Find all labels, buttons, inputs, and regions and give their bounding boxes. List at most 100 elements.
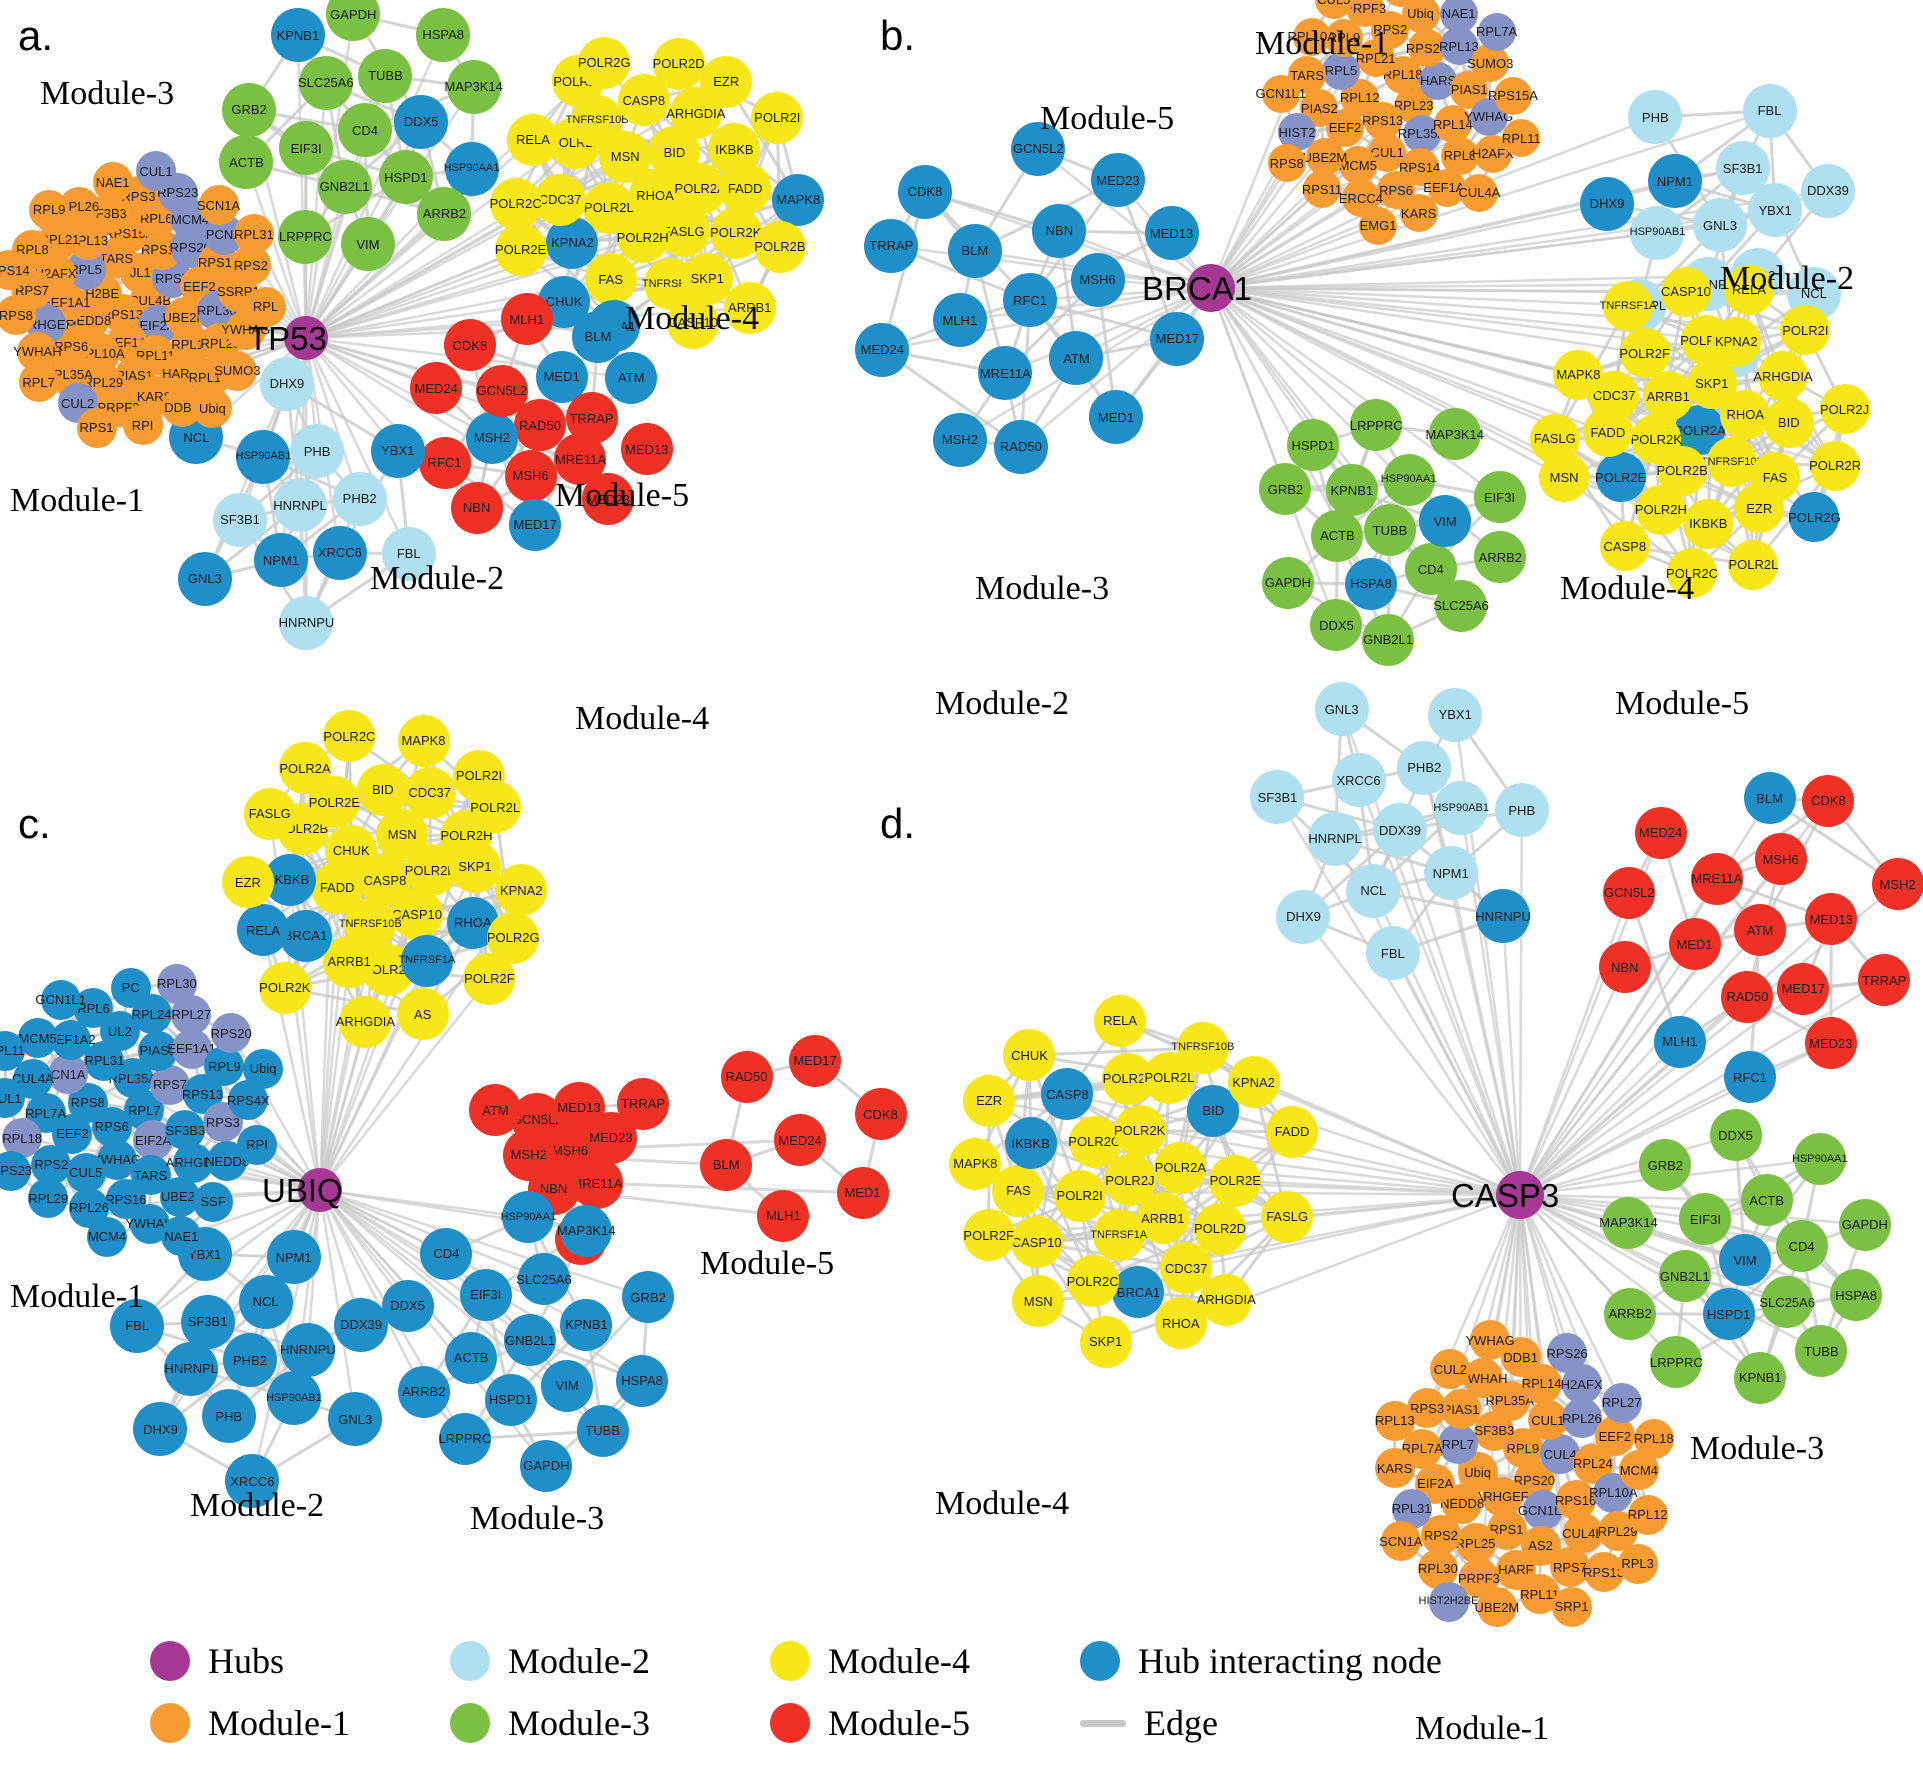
network-node[interactable]: SKP1 <box>1079 1315 1132 1368</box>
network-node[interactable]: PHB <box>201 1389 256 1444</box>
network-node[interactable]: LRPPRC <box>278 209 333 264</box>
network-node[interactable]: MLH1 <box>1653 1015 1706 1068</box>
network-node[interactable]: RAD50 <box>720 1050 773 1103</box>
network-node[interactable]: BID <box>1763 397 1814 448</box>
network-node[interactable]: SUMO3 <box>1467 44 1513 83</box>
network-node[interactable]: PHB2 <box>332 471 387 526</box>
network-node[interactable]: GNB2L1 <box>504 1314 556 1366</box>
network-node[interactable]: ARHGDIA <box>336 995 395 1048</box>
network-node[interactable]: RELA <box>1723 264 1774 315</box>
network-node[interactable]: HSP90AA1 <box>1381 453 1436 506</box>
network-node[interactable]: MCM5 <box>1339 146 1377 185</box>
network-node[interactable]: RPL7 <box>1437 1424 1478 1464</box>
network-node[interactable]: DDX5 <box>394 94 449 149</box>
network-node[interactable]: DHX9 <box>259 356 314 411</box>
network-node[interactable]: RHOA <box>1720 389 1771 440</box>
network-node[interactable]: UBE2M <box>1302 138 1347 177</box>
network-node[interactable]: MSN <box>1012 1275 1065 1328</box>
network-node[interactable]: POLR2D <box>653 37 705 90</box>
network-node[interactable]: FASLG <box>243 787 296 840</box>
network-node[interactable]: RPL13 <box>1439 27 1479 66</box>
network-node[interactable]: PHB2 <box>223 1333 277 1387</box>
network-node[interactable]: RPL9 <box>204 1046 245 1087</box>
network-node[interactable]: HSP90AA1 <box>501 1191 556 1244</box>
network-node[interactable]: GRB2 <box>622 1271 675 1324</box>
network-node[interactable]: POLR2K <box>1631 414 1682 465</box>
network-node[interactable]: POLR2L <box>582 181 635 234</box>
network-node[interactable]: SLC25A6 <box>298 55 354 110</box>
network-node[interactable]: GNL3 <box>1693 198 1747 252</box>
network-node[interactable]: HNRNPL <box>1308 811 1363 866</box>
network-node[interactable]: KPNA2 <box>495 864 548 917</box>
network-node[interactable]: NPM1 <box>253 533 308 588</box>
network-node[interactable]: TUBB <box>1795 1325 1848 1378</box>
network-node[interactable]: HNRNPU <box>280 1322 336 1377</box>
network-node[interactable]: ARRB2 <box>397 1365 450 1418</box>
network-node[interactable]: AS <box>396 988 449 1041</box>
network-node[interactable]: POLR2C <box>323 710 375 763</box>
network-node[interactable]: GAPDH <box>1838 1198 1891 1251</box>
network-node[interactable]: POLR2G <box>1068 1115 1121 1168</box>
network-node[interactable]: DHX9 <box>1580 176 1635 231</box>
network-node[interactable]: CHUK <box>1003 1029 1056 1082</box>
network-node[interactable]: SF3B1 <box>1715 141 1770 196</box>
network-node[interactable]: ARHGEF <box>166 1142 220 1183</box>
network-node[interactable]: VIM <box>1719 1234 1771 1286</box>
network-node[interactable]: ATM <box>1734 904 1786 956</box>
network-node[interactable]: MED1 <box>1088 390 1143 445</box>
network-node[interactable]: EIF3I <box>1679 1193 1732 1246</box>
network-node[interactable]: RELA <box>236 904 289 957</box>
network-node[interactable]: RPI <box>122 405 163 446</box>
network-node[interactable]: DDX39 <box>1373 803 1427 857</box>
network-node[interactable]: LRPPRC <box>439 1412 491 1465</box>
network-node[interactable]: TNFRSF1A <box>1090 1209 1147 1262</box>
network-node[interactable]: MAP3K14 <box>1425 408 1484 461</box>
network-node[interactable]: KPNB1 <box>1325 464 1378 517</box>
network-node[interactable]: GNL3 <box>177 551 232 606</box>
network-node[interactable]: EZR <box>1734 483 1785 534</box>
network-node[interactable]: HNRNPL <box>273 478 327 532</box>
network-node[interactable]: CDK8 <box>897 164 952 219</box>
network-node[interactable]: SF3B1 <box>1250 770 1305 825</box>
network-node[interactable]: GCN5L2 <box>1603 866 1656 919</box>
network-node[interactable]: EZR <box>700 55 753 108</box>
network-node[interactable]: NPM1 <box>266 1230 321 1285</box>
network-node[interactable]: POLR2C <box>490 177 542 230</box>
network-node[interactable]: MSH2 <box>932 412 987 467</box>
network-node[interactable]: MLH1 <box>932 293 987 348</box>
network-node[interactable]: HSP90AA1 <box>444 141 499 196</box>
network-node[interactable]: SCN1A <box>197 185 240 226</box>
network-node[interactable]: MAPK8 <box>397 714 450 767</box>
network-node[interactable]: EIF3I <box>279 121 334 176</box>
network-node[interactable]: TNFRSF10B <box>1171 1021 1234 1074</box>
network-node[interactable]: GCN1L1 <box>35 979 86 1020</box>
hub-brca1[interactable] <box>1187 264 1235 312</box>
network-node[interactable]: UBE2I <box>159 1176 200 1217</box>
network-node[interactable]: CUL1 <box>135 151 176 192</box>
network-node[interactable]: MED24 <box>410 362 463 415</box>
network-node[interactable]: ACTB <box>445 1331 498 1384</box>
network-node[interactable]: NAE1 <box>1439 0 1478 33</box>
network-node[interactable]: CDK8 <box>443 319 496 372</box>
network-node[interactable]: RAD50 <box>993 419 1048 474</box>
network-node[interactable]: KARS <box>1374 1448 1415 1489</box>
network-node[interactable]: RPL11 <box>1502 119 1541 158</box>
network-node[interactable]: RPS15A <box>1488 76 1538 115</box>
network-node[interactable]: POLR2F <box>962 1209 1015 1262</box>
network-node[interactable]: PHB2 <box>1397 740 1452 795</box>
network-node[interactable]: ARHGDIA <box>1753 351 1813 402</box>
network-node[interactable]: MED1 <box>535 350 588 403</box>
network-node[interactable]: MED17 <box>1777 962 1830 1015</box>
network-node[interactable]: KPNB1 <box>1734 1351 1787 1404</box>
network-node[interactable]: HSPD1 <box>1702 1288 1755 1341</box>
network-node[interactable]: TRRAP <box>617 1077 670 1130</box>
network-node[interactable]: RAD50 <box>1721 970 1774 1023</box>
network-node[interactable]: CD4 <box>420 1227 473 1280</box>
network-node[interactable]: MRE11A <box>570 1157 623 1210</box>
network-node[interactable]: HSP90AA1 <box>1792 1133 1848 1186</box>
network-node[interactable]: ATM <box>469 1084 522 1137</box>
network-node[interactable]: NAE1 <box>92 162 133 203</box>
network-node[interactable]: POLR2L <box>1143 1051 1196 1104</box>
network-node[interactable]: MLH1 <box>757 1189 810 1242</box>
network-node[interactable]: RPS4X <box>227 1080 270 1121</box>
